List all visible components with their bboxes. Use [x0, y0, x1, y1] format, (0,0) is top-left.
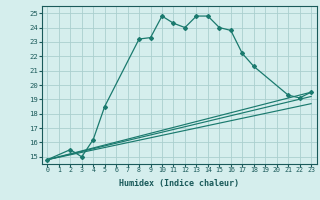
- X-axis label: Humidex (Indice chaleur): Humidex (Indice chaleur): [119, 179, 239, 188]
